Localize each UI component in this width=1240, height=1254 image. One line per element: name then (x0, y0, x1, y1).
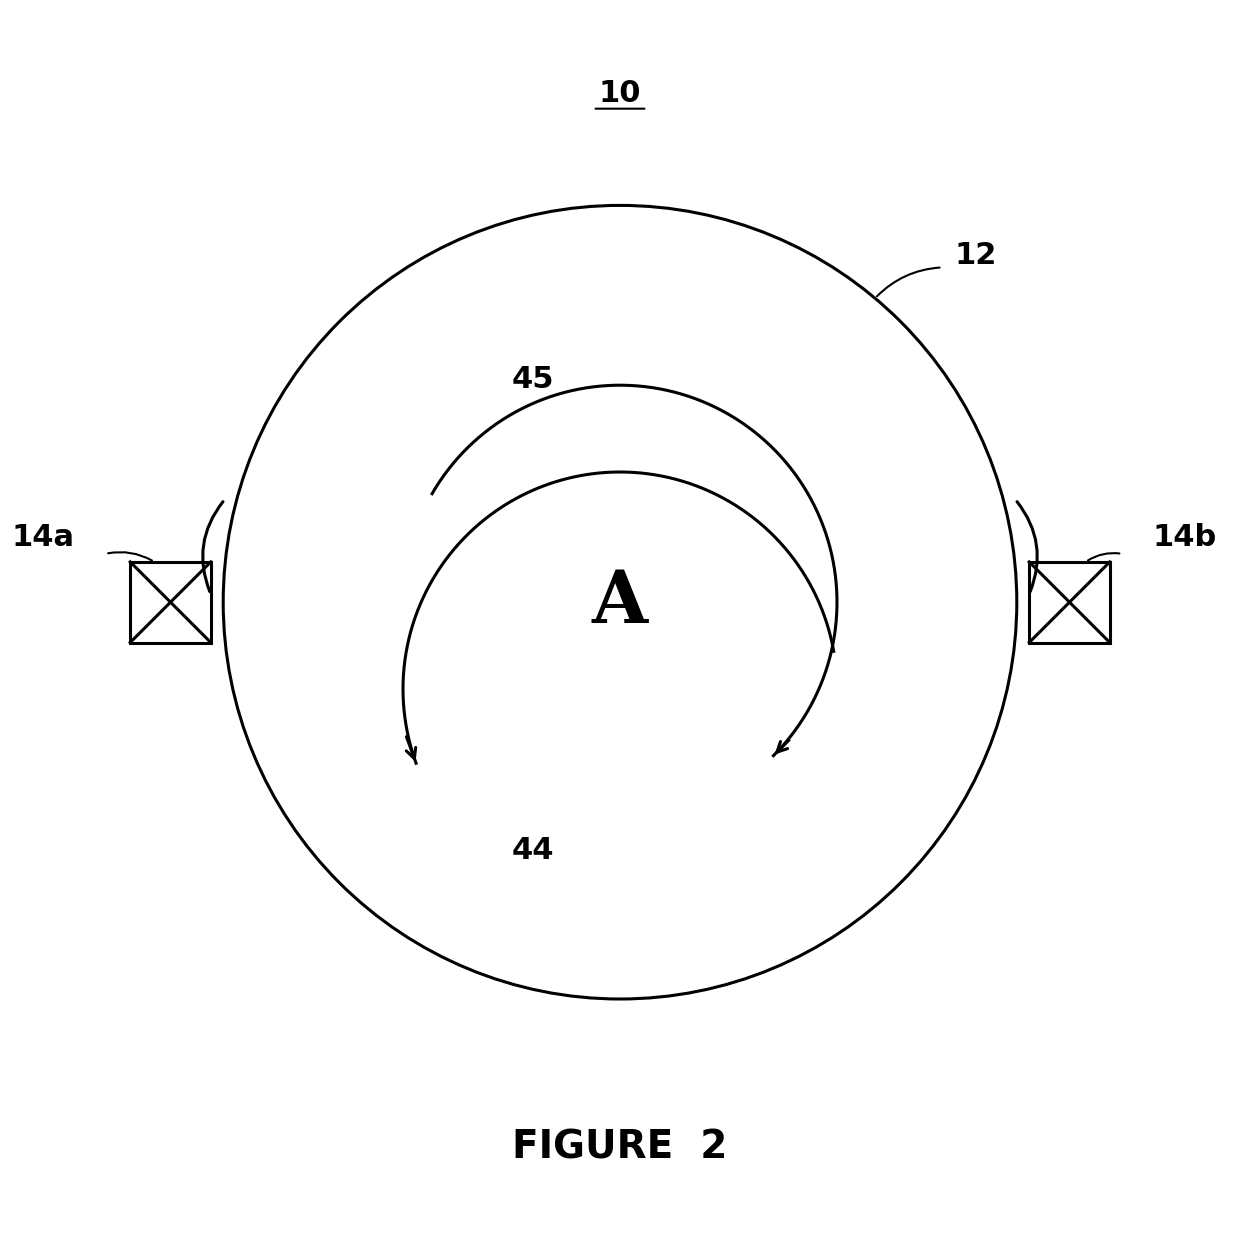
Bar (1029, 562, 1110, 642)
Text: 14b: 14b (1152, 523, 1216, 552)
Text: 45: 45 (512, 365, 554, 394)
Text: A: A (591, 567, 649, 638)
Bar (130, 562, 211, 642)
Text: 14a: 14a (12, 523, 74, 552)
Text: 10: 10 (599, 79, 641, 108)
Text: FIGURE  2: FIGURE 2 (512, 1129, 728, 1166)
Text: 12: 12 (955, 241, 997, 270)
Text: 44: 44 (512, 835, 554, 865)
